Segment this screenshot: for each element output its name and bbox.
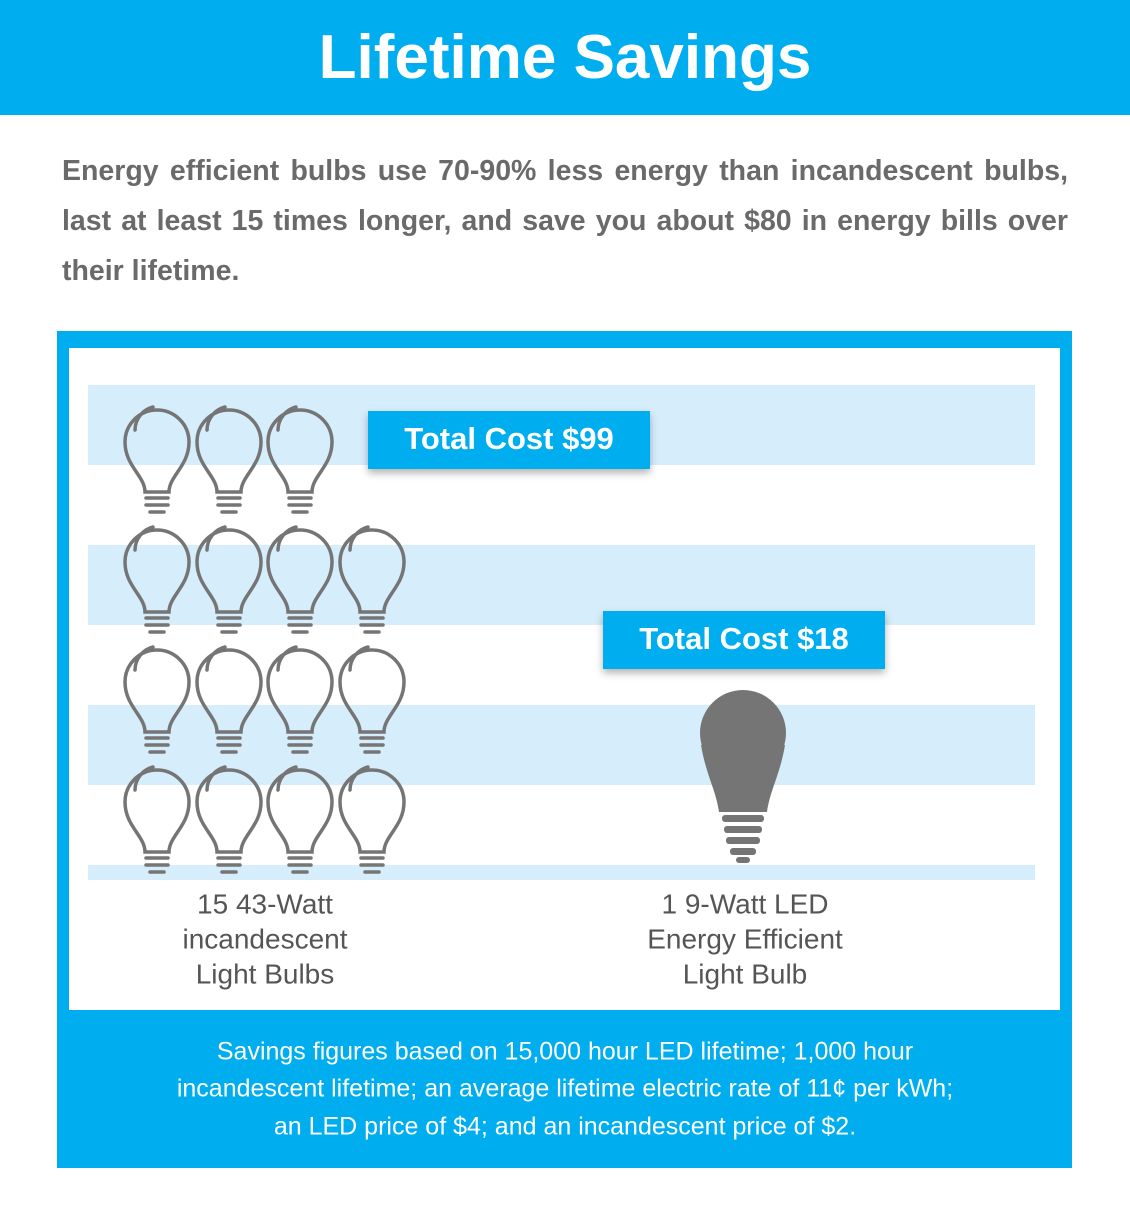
caption: incandescent	[182, 923, 347, 954]
caption: Light Bulbs	[196, 958, 335, 989]
intro-text: Energy efficient bulbs use 70-90% less e…	[62, 155, 1068, 287]
footnote: Savings figures based on 15,000 hour LED…	[217, 1038, 913, 1066]
cost-box	[603, 611, 885, 669]
cost-box	[368, 411, 650, 469]
caption: Energy Efficient	[647, 923, 843, 954]
title: Lifetime Savings	[0, 0, 1130, 115]
cost-label: Total Cost $99	[404, 421, 614, 456]
caption: Light Bulb	[683, 958, 808, 989]
cost-label: Total Cost $18	[639, 621, 849, 656]
caption: 1 9-Watt LED	[661, 888, 828, 919]
caption: 15 43-Watt	[197, 888, 333, 919]
footnote: an LED price of $4; and an incandescent …	[274, 1113, 856, 1141]
footnote: incandescent lifetime; an average lifeti…	[177, 1075, 953, 1103]
led-bulb	[700, 690, 786, 863]
